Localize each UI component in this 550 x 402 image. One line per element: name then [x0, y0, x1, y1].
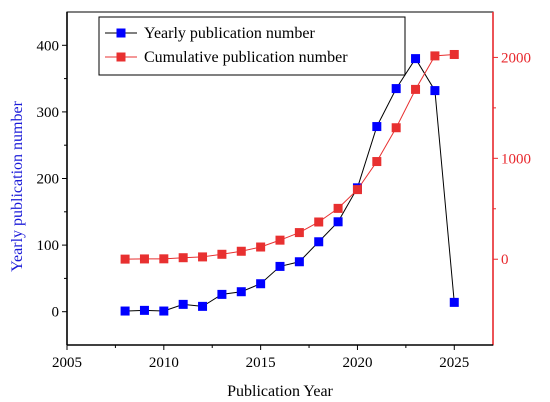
y-left-axis-title: Yearly publication number	[9, 100, 26, 271]
y-left-tick-label: 100	[37, 238, 60, 254]
data-point-1-2025	[449, 49, 459, 59]
data-point-1-2023	[411, 84, 421, 94]
x-tick-label: 2020	[342, 355, 372, 371]
data-point-1-2010	[159, 254, 169, 264]
data-point-0-2019	[333, 217, 343, 227]
x-tick-label: 2005	[52, 355, 82, 371]
x-tick-label: 2010	[149, 355, 179, 371]
series-line-0	[125, 57, 455, 312]
data-point-1-2019	[333, 203, 343, 213]
data-point-1-2012	[198, 252, 208, 262]
y-right-tick-label: 2000	[501, 50, 531, 66]
data-point-1-2014	[236, 246, 246, 256]
data-point-1-2018	[314, 217, 324, 227]
y-left-tick-label: 300	[37, 105, 60, 121]
x-axis-title: Publication Year	[227, 383, 333, 400]
data-point-1-2017	[294, 228, 304, 238]
legend: Yearly publication number Cumulative pub…	[98, 16, 406, 76]
ticks-layer: 2005 2010 2015 2020 2025 0 100 200 300 400 0 1000 20…	[37, 38, 532, 371]
data-point-1-2008	[120, 254, 130, 264]
data-point-0-2014	[236, 287, 246, 297]
y-left-tick-label: 0	[52, 305, 60, 321]
data-point-1-2021	[372, 157, 382, 167]
data-point-0-2010	[159, 306, 169, 316]
data-point-0-2018	[314, 237, 324, 247]
data-point-0-2012	[198, 301, 208, 311]
y-right-tick-label: 1000	[501, 151, 531, 167]
y-left-tick-label: 400	[37, 38, 60, 54]
legend-marker-cumulative	[116, 52, 126, 62]
data-point-1-2022	[391, 123, 401, 133]
y-right-tick-label: 0	[501, 252, 509, 268]
data-point-1-2015	[256, 242, 266, 252]
data-point-0-2016	[275, 261, 285, 271]
data-point-0-2011	[178, 299, 188, 309]
data-point-0-2009	[139, 305, 149, 315]
data-point-1-2024	[430, 51, 440, 61]
legend-label-cumulative: Cumulative publication number	[144, 49, 348, 66]
data-point-0-2021	[372, 122, 382, 132]
data-point-1-2009	[139, 254, 149, 264]
data-point-0-2017	[294, 257, 304, 267]
x-tick-label: 2015	[246, 355, 276, 371]
data-point-0-2025	[449, 297, 459, 307]
legend-marker-yearly	[116, 28, 126, 38]
data-point-1-2013	[217, 249, 227, 259]
data-point-1-2016	[275, 235, 285, 245]
x-tick-label: 2025	[439, 355, 469, 371]
data-point-0-2013	[217, 289, 227, 299]
legend-box	[98, 16, 406, 76]
legend-label-yearly: Yearly publication number	[144, 25, 315, 42]
data-point-0-2024	[430, 86, 440, 96]
data-point-0-2022	[391, 84, 401, 94]
data-point-1-2020	[352, 185, 362, 195]
data-point-0-2015	[256, 279, 266, 289]
series-layer	[120, 49, 459, 316]
data-point-0-2023	[411, 54, 421, 64]
data-point-1-2011	[178, 253, 188, 263]
y-left-tick-label: 200	[37, 172, 60, 188]
series-line-1	[125, 53, 455, 260]
data-point-0-2008	[120, 306, 130, 316]
